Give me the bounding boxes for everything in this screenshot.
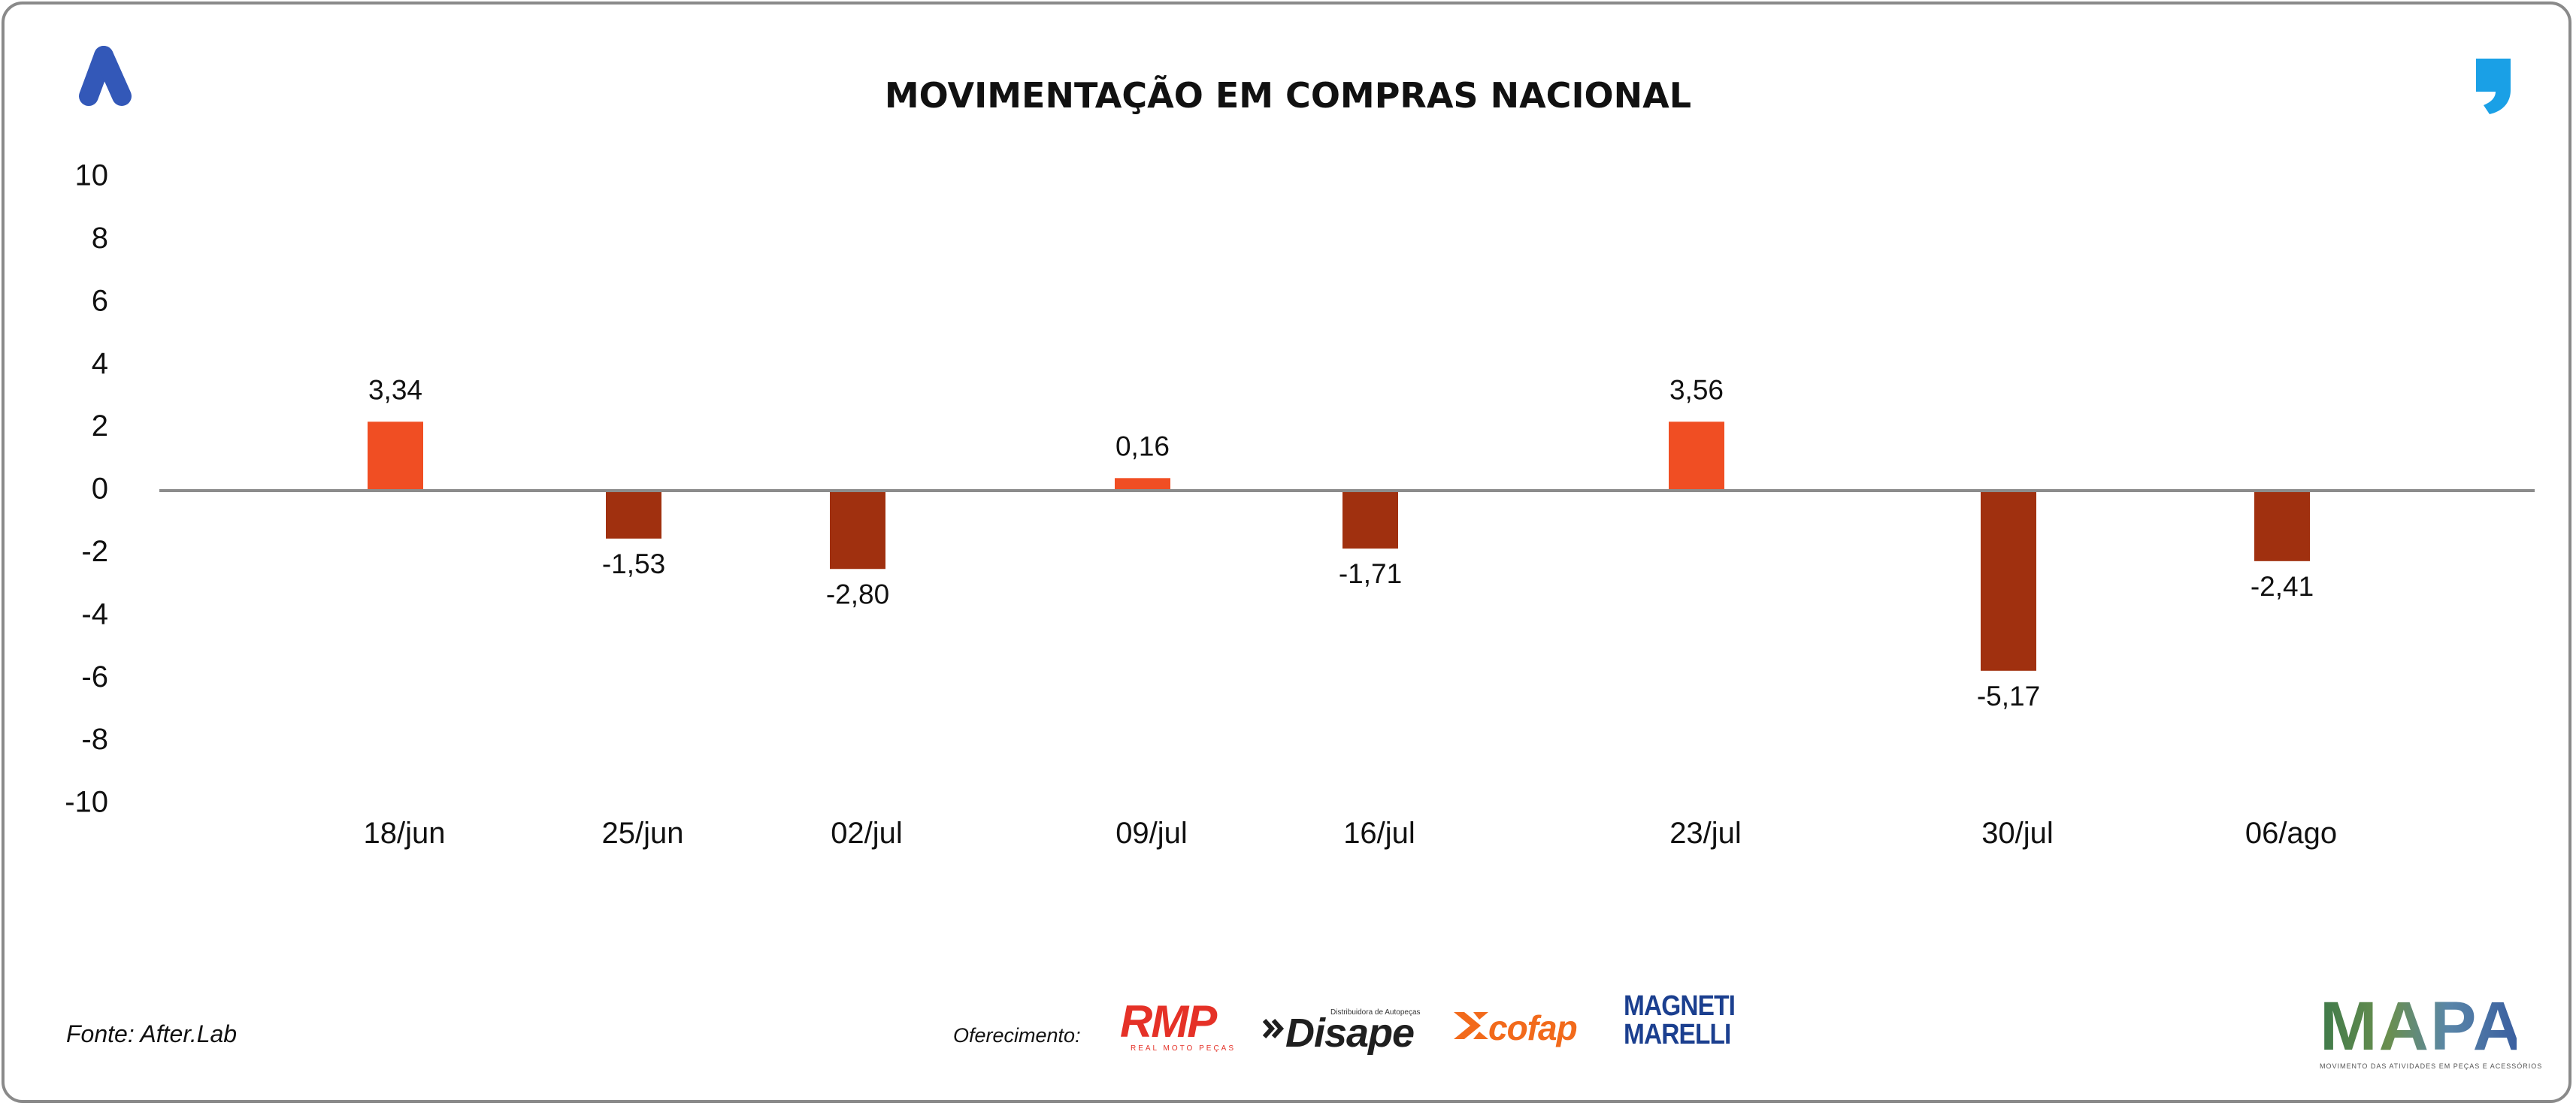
x-tick-label: 30/jul — [1981, 817, 2054, 850]
mapa-logo: MAPA MOVIMENTO DAS ATIVIDADES EM PEÇAS E… — [2320, 988, 2543, 1070]
disape-logo-tagline: Distribuidora de Autopeças — [1330, 1008, 1421, 1017]
x-tick-label: 16/jul — [1343, 817, 1415, 850]
magneti-marelli-logo: MAGNETI MARELLI — [1624, 992, 1744, 1055]
rmp-logo-tagline: REAL MOTO PEÇAS — [1130, 1044, 1237, 1053]
y-tick-label: -8 — [81, 723, 108, 756]
y-tick-label: 4 — [92, 347, 108, 380]
mapa-logo-text: MAPA — [2320, 988, 2525, 1065]
source-note: Fonte: After.Lab — [66, 1020, 238, 1047]
data-label: -1,53 — [602, 548, 665, 579]
bar — [1981, 491, 2036, 671]
x-tick-label: 02/jul — [831, 817, 903, 850]
bar — [830, 491, 885, 570]
y-tick-label: -2 — [81, 535, 108, 568]
data-label: 0,16 — [1115, 431, 1170, 461]
chart-title: MOVIMENTAÇÃO EM COMPRAS NACIONAL — [884, 75, 1692, 116]
x-tick-label: 23/jul — [1669, 817, 1742, 850]
data-label: -2,80 — [826, 579, 889, 609]
data-label: -5,17 — [1977, 681, 2040, 712]
offer-label: Oferecimento: — [953, 1024, 1081, 1047]
data-label: 3,56 — [1669, 374, 1724, 405]
magneti-logo-line2: MARELLI — [1624, 1019, 1731, 1050]
y-tick-label: 2 — [92, 409, 108, 443]
data-label: 3,34 — [368, 374, 422, 405]
cofap-x-icon — [1454, 1012, 1488, 1039]
y-tick-label: 10 — [75, 159, 109, 192]
cofap-logo-text: cofap — [1488, 1008, 1578, 1047]
y-tick-label: 0 — [92, 473, 108, 506]
bar — [2254, 491, 2310, 561]
quote-mark-icon — [2476, 59, 2511, 114]
y-tick-label: -10 — [65, 786, 108, 819]
bar — [1342, 491, 1398, 549]
bar — [368, 422, 423, 491]
y-tick-label: -6 — [81, 660, 108, 694]
data-label: -1,71 — [1339, 558, 1402, 589]
x-tick-label: 09/jul — [1115, 817, 1188, 850]
y-tick-label: -4 — [81, 597, 108, 630]
x-tick-label: 25/jun — [602, 817, 684, 850]
brand-a-logo-icon — [79, 46, 132, 106]
bar-chart: 10 8 6 4 2 0 -2 -4 -6 -8 -10 3,34 -1,53 -2,80 0,16 -1,7… — [65, 159, 2535, 850]
mapa-logo-tagline: MOVIMENTO DAS ATIVIDADES EM PEÇAS E ACES… — [2320, 1062, 2543, 1070]
data-label: -2,41 — [2251, 571, 2314, 602]
bar — [1115, 478, 1170, 491]
y-tick-label: 6 — [92, 284, 108, 317]
cofap-logo: cofap — [1451, 1003, 1609, 1048]
disape-logo: Distribuidora de Autopeças Disape — [1263, 999, 1428, 1056]
rmp-logo-text: RMP — [1120, 996, 1217, 1047]
x-tick-label: 06/ago — [2245, 817, 2337, 850]
bar — [606, 491, 661, 539]
x-tick-label: 18/jun — [364, 817, 446, 850]
magneti-logo-line1: MAGNETI — [1624, 990, 1736, 1022]
y-tick-label: 8 — [92, 222, 108, 255]
disape-logo-text: Disape — [1285, 1011, 1415, 1056]
bar — [1669, 422, 1724, 491]
rmp-logo: RMP REAL MOTO PEÇAS — [1120, 999, 1246, 1053]
disape-chevron-icon — [1263, 1018, 1285, 1039]
